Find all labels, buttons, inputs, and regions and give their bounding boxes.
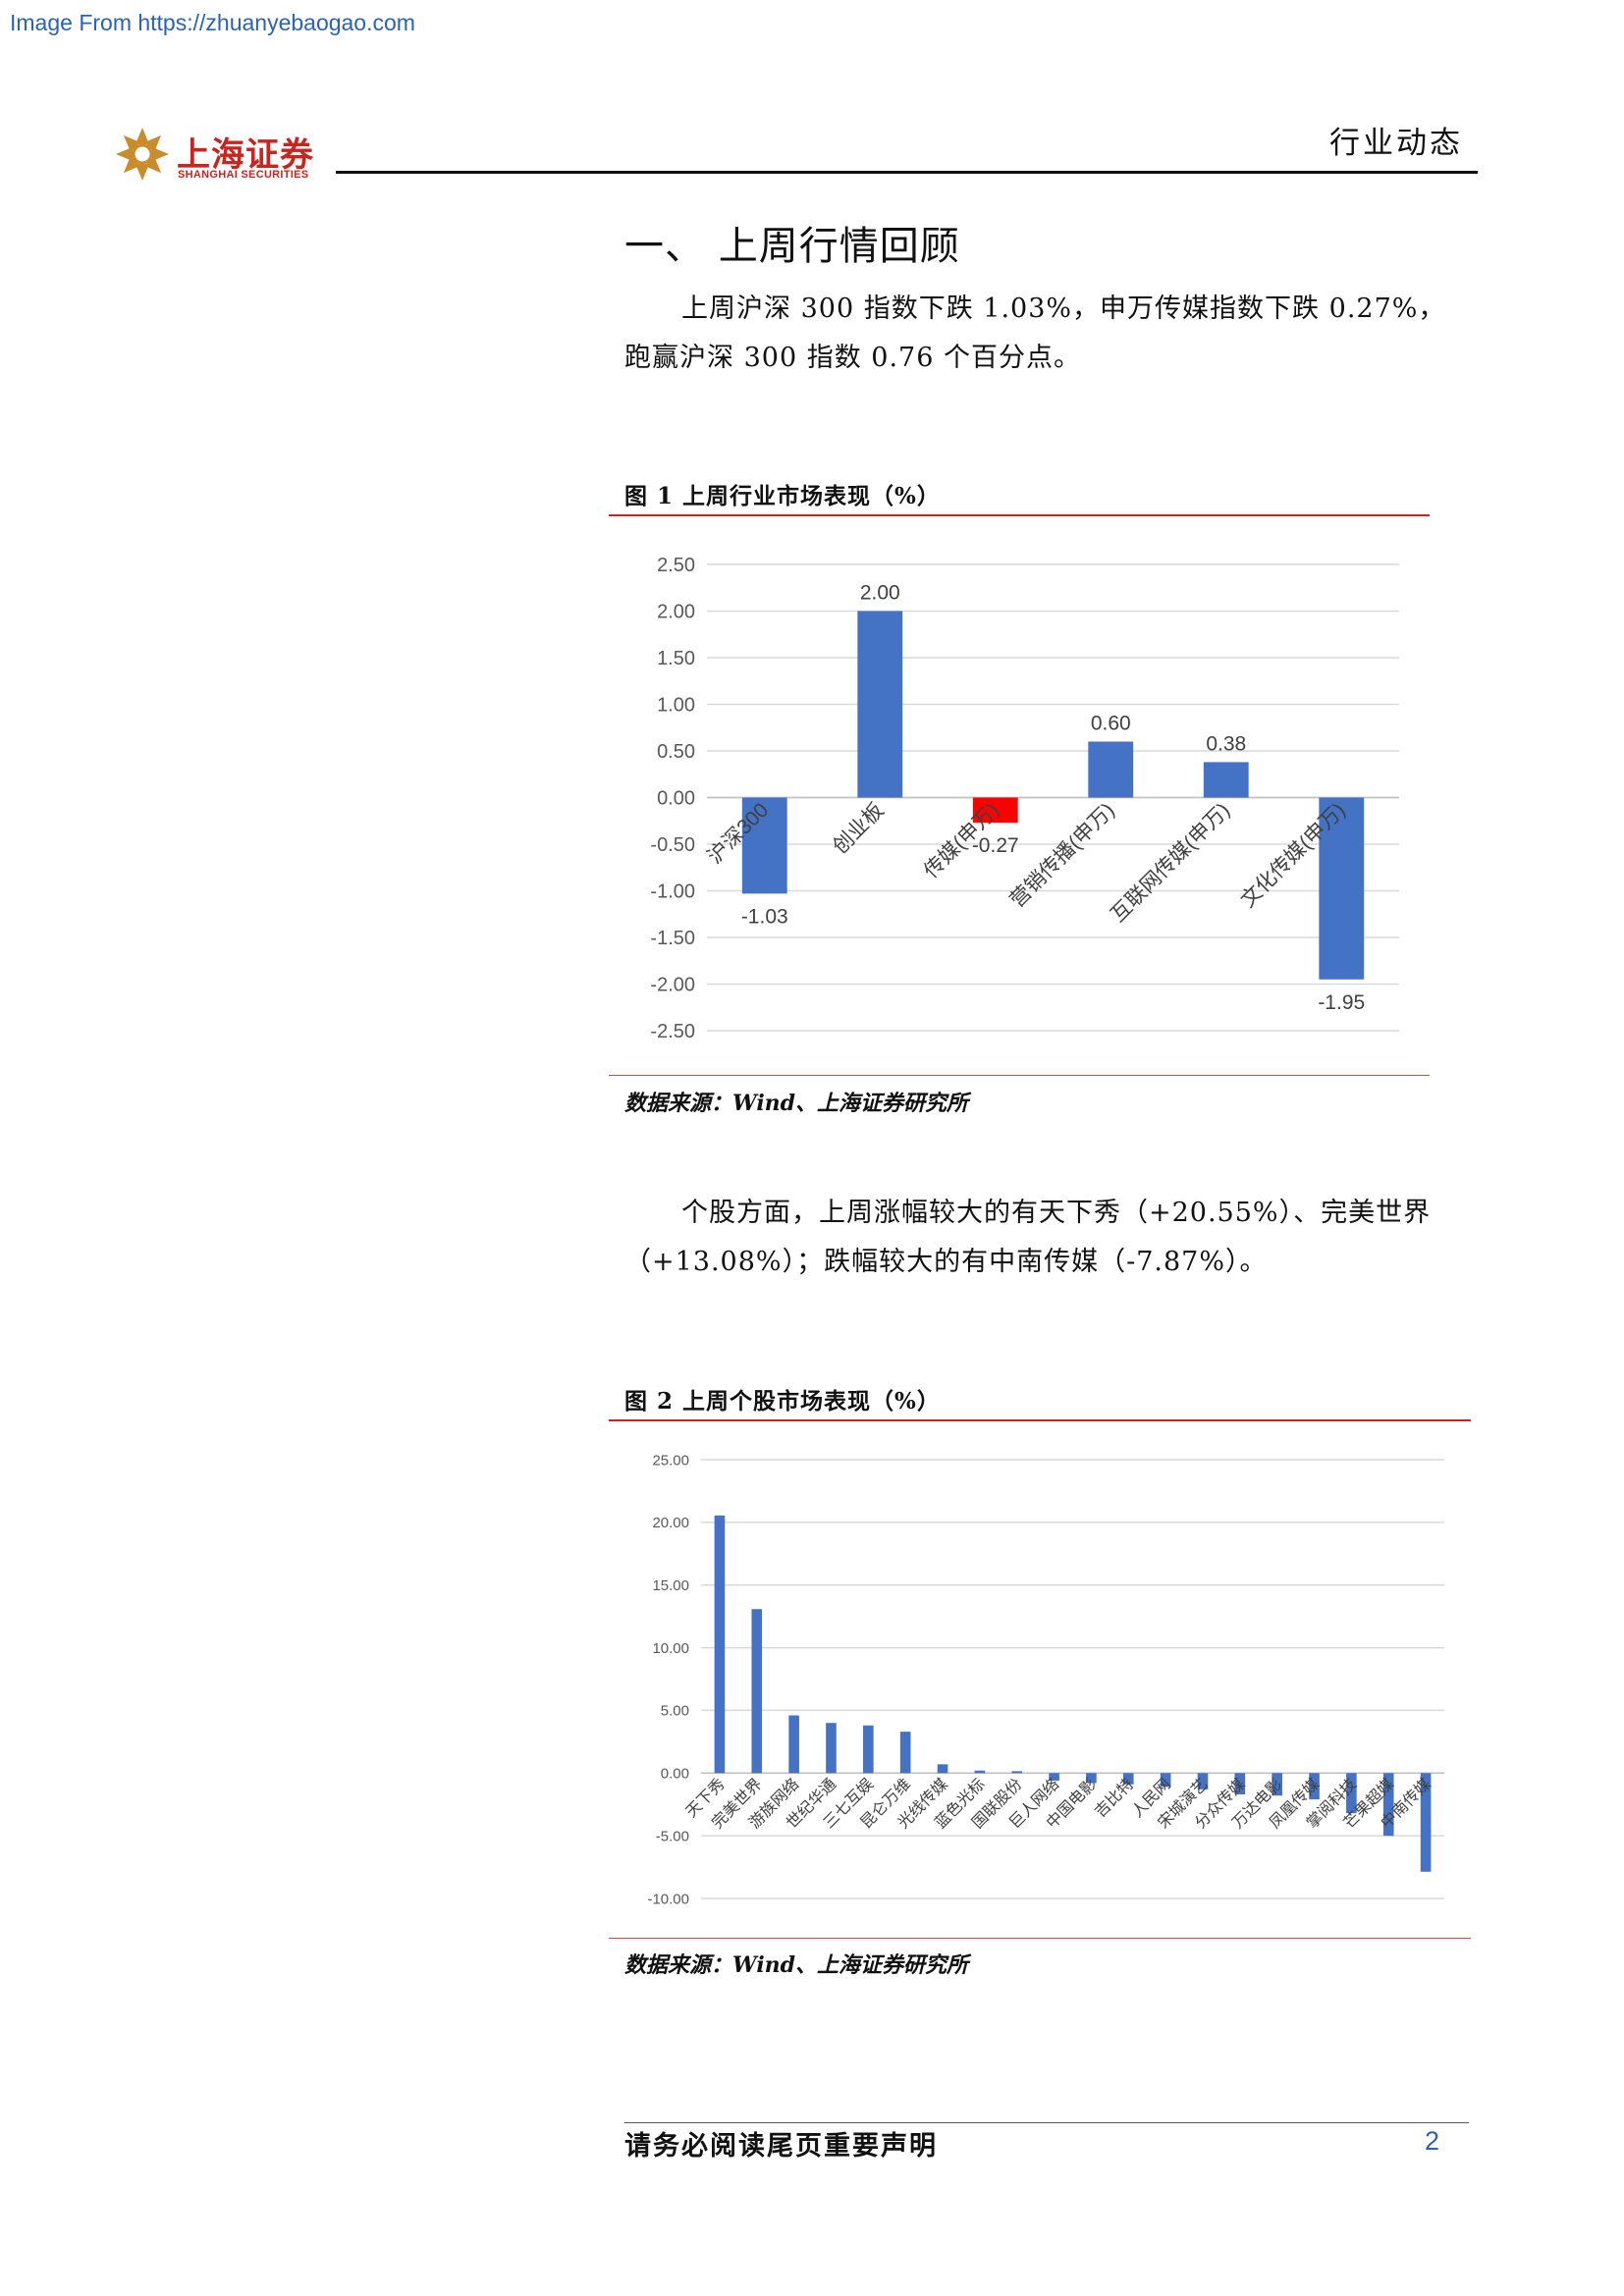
data-label: -1.03 bbox=[741, 905, 788, 928]
paragraph-stock-summary: 个股方面，上周涨幅较大的有天下秀（+20.55%）、完美世界（+13.08%）；… bbox=[624, 1198, 1432, 1277]
bar bbox=[1122, 1773, 1134, 1785]
stock-performance-chart: 25.0020.0015.0010.005.000.00-5.00-10.00天… bbox=[647, 1452, 1444, 1907]
x-category-label: 创业板 bbox=[829, 799, 889, 859]
y-tick-label: 25.00 bbox=[652, 1452, 689, 1468]
data-label: -1.95 bbox=[1318, 991, 1365, 1014]
figure1-source: 数据来源：Wind、上海证券研究所 bbox=[624, 1091, 969, 1116]
bar bbox=[1086, 1773, 1097, 1784]
bar bbox=[937, 1764, 948, 1774]
bar bbox=[1197, 1773, 1209, 1789]
y-tick-label: 0.00 bbox=[661, 1766, 689, 1783]
bar bbox=[1382, 1773, 1394, 1837]
y-tick-label: 20.00 bbox=[652, 1515, 689, 1531]
y-tick-label: 5.00 bbox=[661, 1703, 689, 1720]
data-label: -0.27 bbox=[972, 834, 1019, 857]
bar bbox=[714, 1515, 726, 1774]
bar bbox=[857, 611, 903, 798]
bar bbox=[788, 1715, 799, 1774]
footer-divider bbox=[624, 2122, 1469, 2123]
source-watermark: Image From https://zhuanyebaogao.com bbox=[10, 10, 415, 35]
data-label: 2.00 bbox=[860, 582, 900, 605]
bar bbox=[1420, 1773, 1432, 1872]
logo-icon bbox=[116, 128, 169, 181]
bar bbox=[741, 797, 787, 894]
y-tick-label: -10.00 bbox=[647, 1891, 689, 1907]
y-tick-label: 1.50 bbox=[657, 648, 695, 669]
figure1-bottom-rule bbox=[609, 1075, 1430, 1076]
bar bbox=[1309, 1773, 1320, 1800]
y-tick-label: -1.50 bbox=[650, 928, 695, 949]
y-tick-label: 10.00 bbox=[652, 1640, 689, 1657]
y-tick-label: -5.00 bbox=[656, 1828, 689, 1844]
bar bbox=[1234, 1773, 1246, 1794]
x-category-label: 互联网传媒(申万) bbox=[1107, 799, 1234, 927]
data-label: 0.38 bbox=[1206, 732, 1246, 755]
y-tick-label: -1.00 bbox=[650, 881, 695, 903]
bar bbox=[1011, 1771, 1023, 1774]
y-tick-label: -0.50 bbox=[650, 834, 695, 856]
bar bbox=[1346, 1773, 1357, 1814]
bar bbox=[1160, 1773, 1171, 1788]
footer-notice: 请务必阅读尾页重要声明 bbox=[624, 2131, 938, 2162]
figure1-title: 图 1 上周行业市场表现（%） bbox=[624, 483, 941, 509]
bar bbox=[899, 1732, 911, 1774]
bar bbox=[751, 1609, 763, 1774]
bar bbox=[826, 1723, 837, 1774]
bar bbox=[1203, 762, 1249, 798]
bar bbox=[1272, 1773, 1282, 1796]
y-tick-label: -2.50 bbox=[650, 1021, 695, 1042]
y-tick-label: 15.00 bbox=[652, 1577, 689, 1594]
logo-name: 上海证券 bbox=[177, 135, 314, 175]
figure2-bottom-rule bbox=[609, 1938, 1471, 1939]
x-category-label: 吉比特 bbox=[1091, 1775, 1137, 1821]
industry-performance-chart: 2.50 2.00 1.50 1.00 0.50 0.00 -0.50 -1.00 -1.50 -… bbox=[650, 555, 1399, 1042]
page-number: 2 bbox=[1424, 2126, 1439, 2156]
figure2-title: 图 2 上周个股市场表现（%） bbox=[624, 1388, 941, 1415]
y-tick-label: 2.00 bbox=[657, 602, 695, 623]
bar bbox=[972, 797, 1018, 824]
figure2-top-rule bbox=[609, 1419, 1471, 1421]
data-label: 0.60 bbox=[1091, 713, 1131, 735]
bar bbox=[974, 1770, 986, 1774]
bar bbox=[1088, 741, 1134, 798]
bar bbox=[1049, 1773, 1059, 1781]
y-tick-label: -2.00 bbox=[650, 975, 695, 996]
header-divider bbox=[336, 171, 1478, 174]
figure1-top-rule bbox=[609, 514, 1430, 516]
y-tick-label: 0.00 bbox=[657, 788, 695, 810]
figure2-source: 数据来源：Wind、上海证券研究所 bbox=[624, 1952, 969, 1978]
y-tick-label: 2.50 bbox=[657, 555, 695, 576]
paragraph-index-summary: 上周沪深 300 指数下跌 1.03%，申万传媒指数下跌 0.27%，跑赢沪深 … bbox=[624, 294, 1446, 373]
bar bbox=[863, 1725, 874, 1774]
y-tick-label: 1.00 bbox=[657, 695, 695, 717]
bar bbox=[1319, 797, 1365, 980]
report-type: 行业动态 bbox=[1329, 126, 1463, 161]
x-category-label: 营销传播(申万) bbox=[1006, 799, 1119, 912]
section-title: 一、 上周行情回顾 bbox=[624, 224, 960, 269]
logo-subtitle: SHANGHAI SECURITIES bbox=[178, 169, 309, 181]
y-tick-label: 0.50 bbox=[657, 741, 695, 763]
